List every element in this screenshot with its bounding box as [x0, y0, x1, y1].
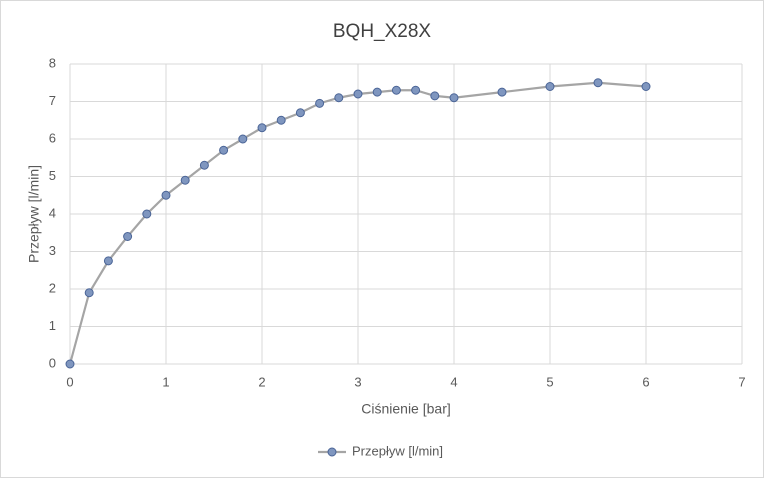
x-tick-label: 5 [546, 374, 553, 389]
x-axis-label: Ciśnienie [bar] [361, 401, 451, 417]
x-tick-label: 1 [162, 374, 169, 389]
data-point [593, 78, 603, 88]
data-point [65, 359, 75, 369]
x-tick-label: 0 [66, 374, 73, 389]
y-tick-label: 0 [49, 355, 56, 370]
data-point [257, 123, 267, 133]
y-tick-label: 6 [49, 130, 56, 145]
data-point [449, 93, 459, 103]
data-point [161, 190, 171, 200]
chart-title: BQH_X28X [333, 21, 432, 42]
data-point [295, 108, 305, 118]
legend-marker [327, 447, 337, 457]
data-point [238, 134, 248, 144]
x-tick-label: 4 [450, 374, 457, 389]
y-tick-label: 5 [49, 168, 56, 183]
y-tick-label: 2 [49, 280, 56, 295]
data-point [430, 91, 440, 101]
data-point [84, 288, 94, 298]
y-tick-label: 1 [49, 318, 56, 333]
legend-label: Przepływ [l/min] [352, 443, 443, 458]
data-point [180, 175, 190, 185]
data-point [411, 85, 421, 95]
y-tick-label: 3 [49, 243, 56, 258]
data-point [545, 82, 555, 91]
y-tick-label: 7 [49, 93, 56, 108]
data-point [372, 87, 382, 97]
data-point [276, 115, 286, 125]
data-point [391, 85, 401, 95]
data-point [103, 256, 113, 266]
y-tick-label: 4 [49, 205, 56, 220]
data-point [334, 93, 344, 103]
x-tick-label: 7 [738, 374, 745, 389]
data-point [123, 232, 133, 241]
x-tick-label: 3 [354, 374, 361, 389]
data-point [199, 160, 209, 170]
data-point [353, 89, 363, 99]
data-point [142, 209, 152, 219]
data-point [219, 145, 229, 155]
x-tick-label: 6 [642, 374, 649, 389]
y-axis-label: Przepływ [l/min] [26, 165, 42, 263]
y-tick-label: 8 [49, 55, 56, 70]
data-point [641, 82, 651, 91]
x-tick-label: 2 [258, 374, 265, 389]
data-point [315, 98, 325, 108]
data-point [497, 87, 507, 97]
